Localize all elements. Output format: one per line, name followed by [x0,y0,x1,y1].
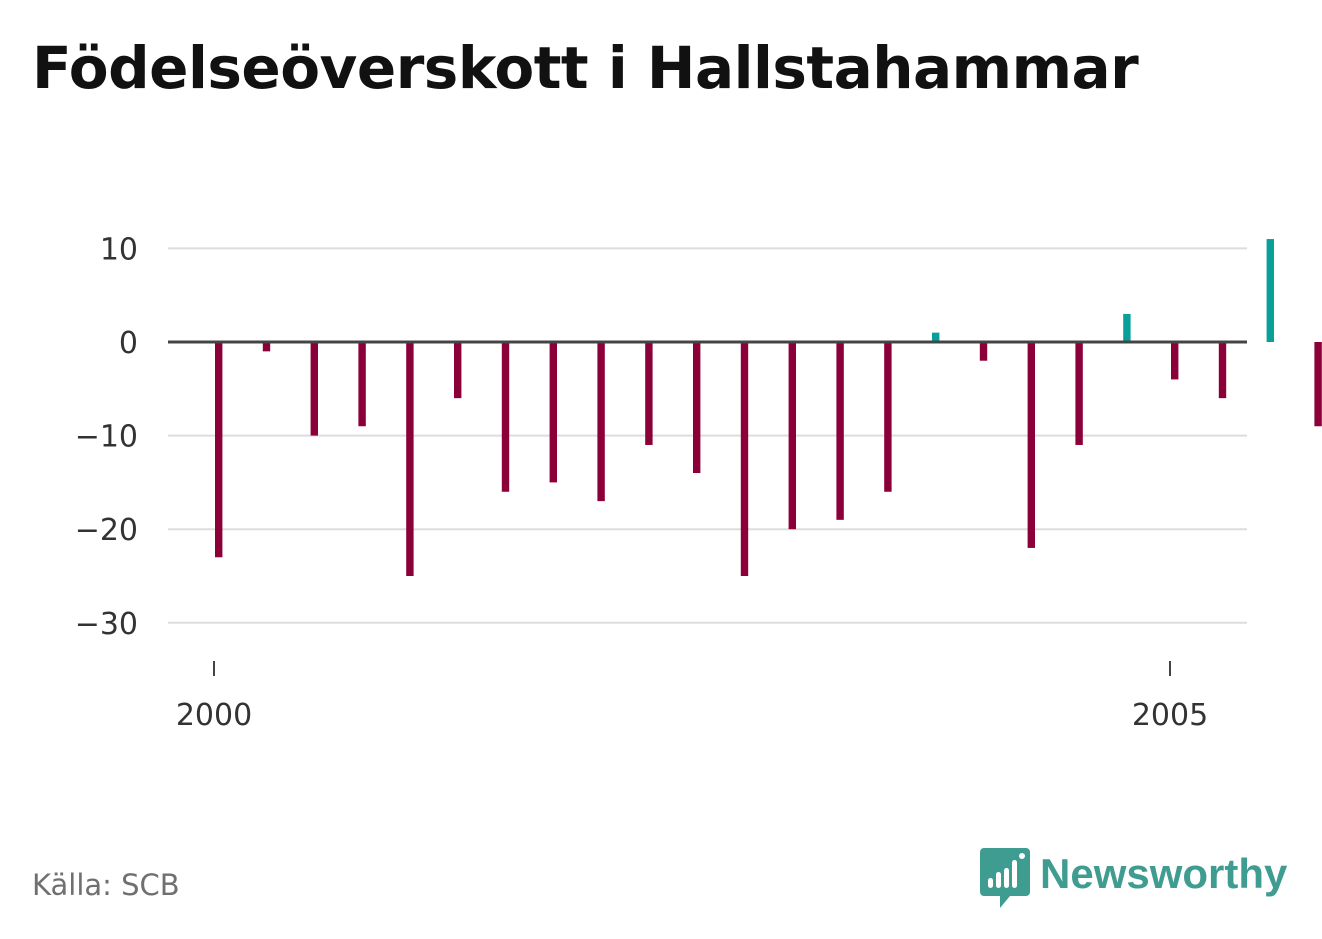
bar [836,342,844,520]
bar [549,342,557,483]
bar [740,342,749,576]
y-tick-label: −30 [75,607,138,642]
x-tick-label: 2000 [176,698,252,733]
axes: 100−10−20−30200020052010201520202025 [75,232,1247,733]
bar [693,342,701,474]
bar [406,342,414,576]
bar [454,342,462,399]
bar [215,342,223,558]
chart-title: Födelseöverskott i Hallstahammar [32,34,1139,102]
bar [262,342,271,352]
brand-logo[interactable]: Newsworthy [980,848,1287,910]
bars [215,239,1322,576]
y-tick-label: 10 [100,232,138,267]
bar [979,342,988,361]
x-tick-label: 2005 [1132,698,1208,733]
gridlines [168,247,1247,624]
bar [932,332,940,342]
y-tick-label: −10 [75,420,138,455]
bar [1266,239,1274,342]
bar [884,342,892,492]
bar [310,342,318,436]
bar [1218,342,1227,399]
bar [1027,342,1035,548]
bar [788,342,796,530]
y-tick-label: 0 [119,326,138,361]
brand-name: Newsworthy [1040,850,1288,897]
bar [1075,342,1083,445]
newsworthy-logo-icon [980,848,1030,908]
bar [597,342,605,502]
y-tick-label: −20 [75,513,138,548]
bar-chart: 100−10−20−30200020052010201520202025 [75,232,1322,733]
bar [1123,313,1131,342]
bar [1171,342,1179,380]
bar [645,342,653,445]
source-label: Källa: SCB [32,868,180,902]
bar [358,342,366,427]
bar [1314,342,1322,427]
bar [501,342,510,492]
